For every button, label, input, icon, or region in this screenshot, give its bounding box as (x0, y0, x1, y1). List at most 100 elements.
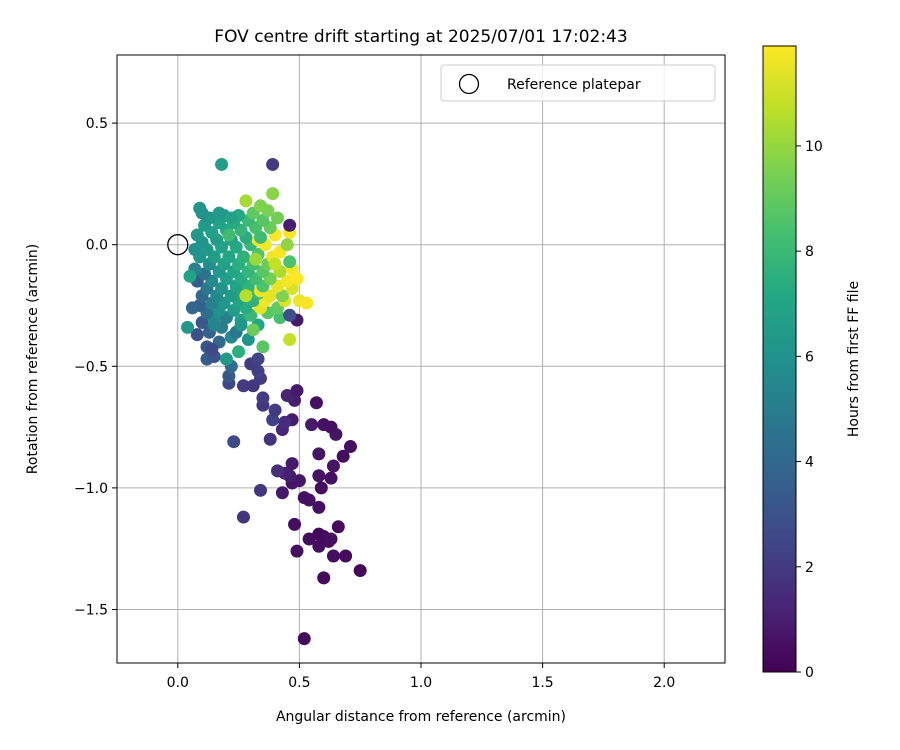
scatter-point (275, 289, 289, 303)
scatter-point (268, 403, 282, 417)
scatter-point (312, 447, 326, 461)
scatter-point (326, 549, 340, 563)
scatter-point (324, 471, 338, 485)
scatter-point (256, 213, 270, 227)
scatter-point (215, 281, 229, 295)
scatter-point (253, 199, 267, 213)
legend: Reference platepar (440, 64, 716, 102)
legend-marker-reference (458, 73, 480, 95)
scatter-point (219, 352, 233, 366)
colorbar-tick-label: 6 (805, 349, 814, 365)
y-axis-label: Rotation from reference (arcmin) (25, 244, 41, 474)
scatter-point (198, 267, 212, 281)
scatter-point (283, 308, 297, 322)
y-tick-label: −1.5 (74, 602, 108, 618)
scatter-point (280, 238, 294, 252)
scatter-point (290, 384, 304, 398)
x-ticks: 0.0 0.5 1.0 1.5 2.0 (167, 663, 675, 691)
colorbar: 0 2 4 6 8 10 Hours from first FF file (762, 45, 862, 681)
scatter-point (253, 483, 267, 497)
scatter-point (297, 491, 311, 505)
scatter-point (236, 510, 250, 524)
scatter-point (312, 500, 326, 514)
scatter-point (190, 328, 204, 342)
scatter-point (283, 218, 297, 232)
scatter-point (292, 474, 306, 488)
scatter-point (300, 296, 314, 310)
scatter-point (241, 333, 255, 347)
legend-label-reference: Reference platepar (507, 77, 641, 93)
scatter-point (215, 157, 229, 171)
scatter-point (317, 571, 331, 585)
colorbar-tick-label: 8 (805, 244, 814, 260)
scatter-point (278, 415, 292, 429)
scatter-point (297, 632, 311, 646)
scatter-point (224, 289, 238, 303)
scatter-point (239, 194, 253, 208)
y-tick-label: −0.5 (74, 359, 108, 375)
scatter-point (268, 257, 282, 271)
scatter-point (256, 391, 270, 405)
scatter-point (183, 269, 197, 283)
scatter-point (224, 211, 238, 225)
scatter-point (273, 311, 287, 325)
scatter-point (190, 228, 204, 242)
y-tick-label: 0.5 (86, 116, 108, 132)
scatter-points (181, 157, 367, 646)
scatter-point (232, 345, 246, 359)
scatter-point (336, 449, 350, 463)
colorbar-ticks: 0 2 4 6 8 10 (796, 139, 823, 681)
scatter-point (256, 340, 270, 354)
scatter-point (236, 250, 250, 264)
scatter-point (193, 201, 207, 215)
scatter-point (236, 379, 250, 393)
scatter-point (239, 289, 253, 303)
scatter-point (253, 230, 267, 244)
scatter-point (266, 187, 280, 201)
y-ticks: −1.5 −1.0 −0.5 0.0 0.5 (74, 116, 117, 618)
scatter-point (222, 250, 236, 264)
x-tick-label: 0.0 (167, 675, 189, 691)
reference-marker (167, 234, 189, 256)
scatter-point (343, 440, 357, 454)
scatter-point (205, 342, 219, 356)
scatter-point (263, 289, 277, 303)
scatter-point (326, 459, 340, 473)
scatter-point (285, 457, 299, 471)
scatter-point (212, 206, 226, 220)
x-tick-label: 1.0 (410, 675, 432, 691)
scatter-point (263, 432, 277, 446)
scatter-point (302, 532, 316, 546)
scatter-point (324, 532, 338, 546)
scatter-point (305, 418, 319, 432)
scatter-point (195, 316, 209, 330)
x-tick-label: 0.5 (288, 675, 310, 691)
colorbar-gradient (762, 45, 797, 673)
colorbar-tick-label: 4 (805, 455, 814, 471)
scatter-point (181, 320, 195, 334)
colorbar-tick-label: 0 (805, 665, 814, 681)
y-tick-label: 0.0 (86, 238, 108, 254)
scatter-point (222, 228, 236, 242)
y-tick-label: −1.0 (74, 481, 108, 497)
scatter-point (266, 413, 280, 427)
scatter-point (312, 539, 326, 553)
scatter-point (275, 486, 289, 500)
scatter-point (317, 418, 331, 432)
scatter-point (290, 272, 304, 286)
colorbar-label: Hours from first FF file (846, 281, 862, 437)
scatter-point (280, 274, 294, 288)
grid-lines (117, 55, 725, 663)
colorbar-tick-label: 10 (805, 139, 823, 155)
scatter-point (353, 564, 367, 578)
scatter-point (290, 544, 304, 558)
scatter-point (288, 517, 302, 531)
x-tick-label: 1.5 (531, 675, 553, 691)
colorbar-tick-label: 2 (805, 560, 814, 576)
scatter-point (227, 303, 241, 317)
scatter-point (271, 211, 285, 225)
x-tick-label: 2.0 (653, 675, 675, 691)
scatter-point (280, 388, 294, 402)
scatter-point (234, 318, 248, 332)
